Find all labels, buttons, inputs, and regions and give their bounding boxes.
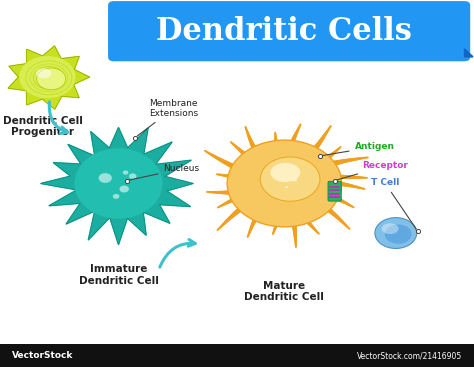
Ellipse shape xyxy=(99,173,112,183)
Ellipse shape xyxy=(19,56,75,98)
Text: Dendritic Cells: Dendritic Cells xyxy=(156,16,412,47)
FancyBboxPatch shape xyxy=(328,181,341,201)
Text: VectorStock: VectorStock xyxy=(12,351,73,360)
Text: Immature
Dendritic Cell: Immature Dendritic Cell xyxy=(79,264,158,286)
Text: Mature
Dendritic Cell: Mature Dendritic Cell xyxy=(245,281,324,302)
Text: Receptor: Receptor xyxy=(337,161,409,180)
Ellipse shape xyxy=(113,194,119,199)
Ellipse shape xyxy=(260,157,320,201)
Polygon shape xyxy=(41,127,193,245)
Text: T Cell: T Cell xyxy=(371,178,416,229)
Text: Nucleus: Nucleus xyxy=(130,164,200,180)
FancyBboxPatch shape xyxy=(0,344,474,367)
Ellipse shape xyxy=(292,178,297,182)
Text: Membrane
Extensions: Membrane Extensions xyxy=(137,99,199,136)
Ellipse shape xyxy=(270,163,301,182)
Ellipse shape xyxy=(285,186,288,189)
Ellipse shape xyxy=(74,148,163,219)
Polygon shape xyxy=(465,49,473,57)
FancyBboxPatch shape xyxy=(108,1,470,61)
Ellipse shape xyxy=(227,140,342,227)
Text: Antigen: Antigen xyxy=(323,142,394,156)
Ellipse shape xyxy=(123,170,128,175)
Polygon shape xyxy=(8,46,90,109)
Ellipse shape xyxy=(129,173,137,179)
Ellipse shape xyxy=(375,218,417,248)
Text: VectorStock.com/21416905: VectorStock.com/21416905 xyxy=(357,351,462,360)
Ellipse shape xyxy=(382,223,399,234)
Text: Dendritic Cell
Progenitor: Dendritic Cell Progenitor xyxy=(3,116,82,137)
Ellipse shape xyxy=(36,68,51,79)
Ellipse shape xyxy=(385,225,411,244)
Ellipse shape xyxy=(119,186,129,192)
Ellipse shape xyxy=(36,68,66,90)
